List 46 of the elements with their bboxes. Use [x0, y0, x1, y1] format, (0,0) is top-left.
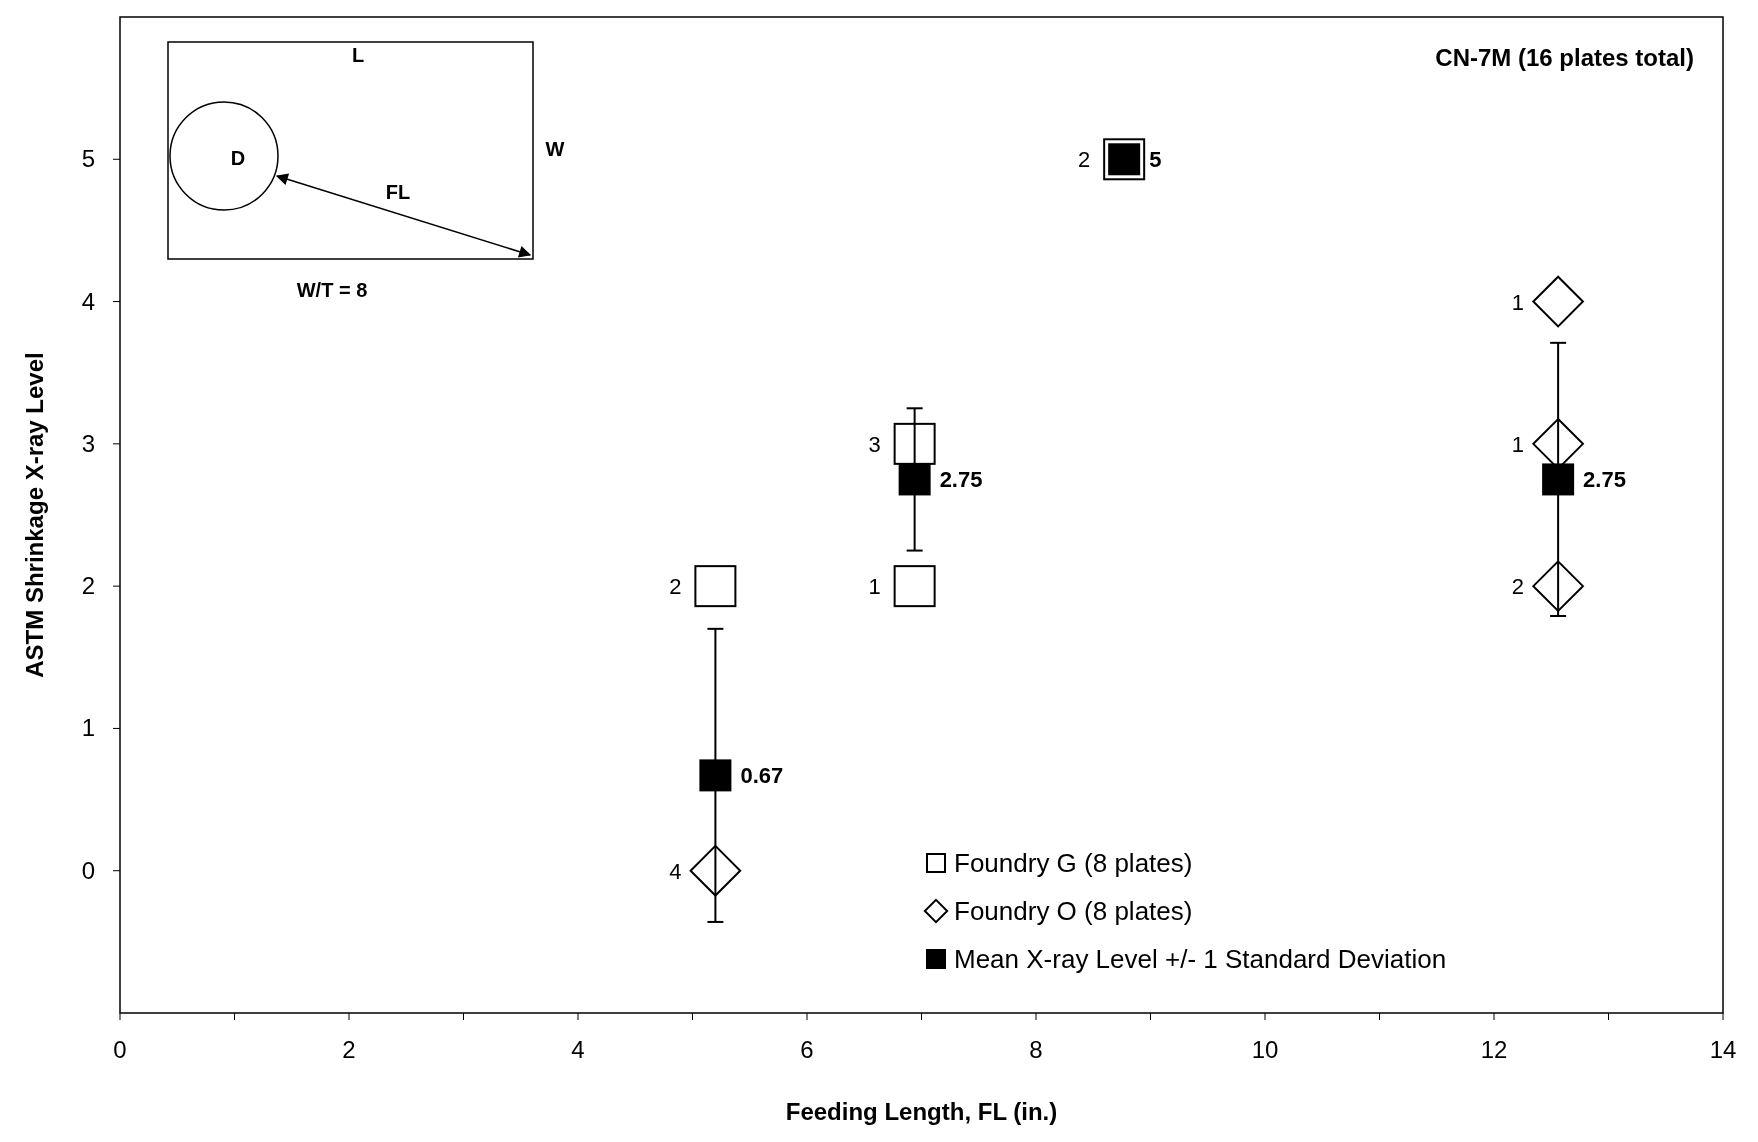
point [699, 759, 732, 792]
annotation: L [351, 44, 365, 66]
x-tick-label: 8 [1029, 1036, 1043, 1063]
annotation: FL [385, 181, 411, 203]
x-tick-label: 6 [800, 1036, 814, 1063]
legend-label: Mean X-ray Level +/- 1 Standard Deviation [954, 944, 1447, 974]
x-tick-label: 0 [113, 1036, 127, 1063]
x-tick-label: 14 [1709, 1036, 1737, 1063]
y-tick-label: 3 [81, 429, 95, 457]
y-axis-title: ASTM Shrinkage X-ray Level [21, 352, 48, 678]
x-tick-label: 4 [571, 1036, 585, 1063]
annotation: 2 [1511, 574, 1525, 600]
y-tick-label: 0 [81, 856, 95, 884]
point [898, 463, 931, 496]
point [689, 844, 742, 897]
annotation: 3 [868, 431, 881, 457]
annotation: 1 [1511, 289, 1525, 315]
annotation: W/T = 8 [296, 279, 368, 301]
x-tick-label: 2 [342, 1036, 356, 1063]
point [893, 565, 936, 608]
annotation: 2 [669, 574, 682, 600]
annotation: 1 [868, 574, 881, 600]
legend-label: Foundry O (8 plates) [954, 896, 1193, 926]
legend-label: Foundry G (8 plates) [954, 848, 1193, 878]
y-tick-label: 1 [81, 714, 95, 742]
x-tick-label: 12 [1480, 1036, 1508, 1063]
y-tick-label: 4 [81, 287, 95, 315]
point [1532, 275, 1584, 328]
annotation: 1 [1511, 431, 1525, 457]
point [893, 422, 936, 465]
x-axis-title: Feeding Length, FL (in.) [785, 1098, 1058, 1125]
annotation: CN-7M (16 plates total) [1435, 44, 1694, 71]
y-tick-label: 5 [81, 145, 95, 173]
data-label: 2.75 [1583, 467, 1626, 493]
data-label: 0.67 [740, 763, 784, 789]
x-tick-label: 10 [1251, 1036, 1279, 1063]
annotation: W [545, 138, 565, 160]
annotation: 4 [669, 858, 682, 884]
annotation: 2 [1077, 147, 1091, 173]
y-tick-label: 2 [81, 572, 95, 600]
point [1542, 463, 1575, 496]
annotation: D [230, 147, 246, 169]
data-label: 5 [1149, 147, 1162, 173]
data-label: 2.75 [939, 467, 983, 493]
point [1532, 560, 1584, 612]
point [694, 565, 737, 608]
